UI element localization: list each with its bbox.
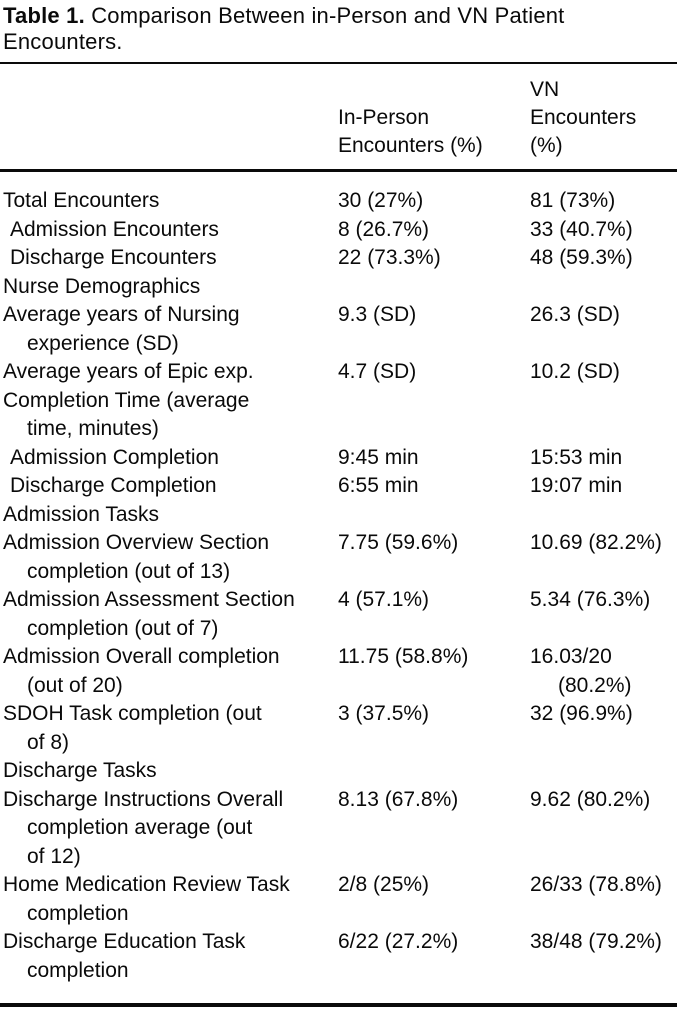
row-value-inperson: 8 (26.7%)	[338, 217, 430, 241]
row-value-inperson: 6/22 (27.2%)	[338, 930, 459, 953]
table-caption: Table 1. Comparison Between in-Person an…	[3, 3, 677, 55]
column-header-vn: VN Encounters (%)	[530, 63, 677, 172]
row-label: Average years of Epic exp.	[3, 360, 254, 383]
row-value-inperson: 7.75 (59.6%)	[338, 531, 459, 554]
row-value-vn: 32 (96.9%)	[530, 702, 633, 725]
table-row: Admission Assessment Section completion …	[0, 586, 677, 643]
row-label: Discharge Tasks	[3, 759, 157, 782]
row-value-inperson: 4.7 (SD)	[338, 360, 417, 383]
comparison-table: In-Person Encounters (%) VN Encounters (…	[0, 62, 677, 1007]
row-value-inperson: 9:45 min	[338, 445, 419, 469]
header-row: In-Person Encounters (%) VN Encounters (…	[0, 63, 677, 172]
table-row: Discharge Encounters 22 (73.3%) 48 (59.3%)	[0, 244, 677, 273]
row-label: Admission Completion	[10, 445, 219, 469]
row-value-vn: 10.2 (SD)	[530, 360, 620, 383]
row-value-inperson: 11.75 (58.8%)	[338, 645, 469, 668]
row-value-vn: 15:53 min	[530, 445, 623, 469]
row-value-vn: 5.34 (76.3%)	[530, 588, 651, 611]
row-value-inperson: 6:55 min	[338, 474, 419, 497]
table-row: Admission Overview Section completion (o…	[0, 529, 677, 586]
table-row: Admission Tasks	[0, 501, 677, 530]
row-value-inperson: 22 (73.3%)	[338, 246, 441, 269]
row-value-vn: 26.3 (SD)	[530, 303, 620, 326]
row-value-vn: 26/33 (78.8%)	[530, 873, 662, 896]
table-row: Average years of Nursing experience (SD)…	[0, 301, 677, 358]
row-value-vn	[530, 273, 677, 302]
row-label: Total Encounters	[3, 189, 160, 212]
table-number-label: Table 1.	[3, 3, 85, 28]
table-row: Admission Encounters 8 (26.7%) 33 (40.7%)	[0, 216, 677, 245]
row-value-inperson	[338, 501, 530, 530]
table-row: Discharge Instructions Overall completio…	[0, 786, 677, 872]
row-label: Discharge Completion	[10, 474, 217, 497]
table-row: SDOH Task completion (out of 8) 3 (37.5%)…	[0, 700, 677, 757]
table-row: Nurse Demographics	[0, 273, 677, 302]
row-label: Nurse Demographics	[3, 274, 201, 298]
row-value-inperson	[338, 387, 530, 444]
row-label: Admission Assessment Section completion …	[3, 588, 295, 640]
row-value-vn: 19:07 min	[530, 474, 623, 497]
row-label: Home Medication Review Task completion	[3, 873, 290, 925]
table-row: Completion Time (average time, minutes)	[0, 387, 677, 444]
row-value-vn	[530, 387, 677, 444]
row-label: Admission Overall completion (out of 20)	[3, 645, 280, 697]
table-caption-text: Comparison Between in-Person and VN Pati…	[3, 3, 565, 54]
row-value-inperson: 9.3 (SD)	[338, 303, 417, 326]
table-row: Discharge Education Task completion 6/22 …	[0, 928, 677, 1005]
row-value-vn: 10.69 (82.2%)	[530, 531, 662, 554]
row-label: Discharge Instructions Overall completio…	[3, 787, 284, 868]
row-value-vn	[530, 757, 677, 786]
table-row: Admission Overall completion (out of 20)…	[0, 643, 677, 700]
row-value-vn: 16.03/20 (80.2%)	[530, 645, 632, 697]
row-value-inperson: 8.13 (67.8%)	[338, 787, 459, 811]
row-value-inperson	[338, 757, 530, 786]
row-value-vn: 9.62 (80.2%)	[530, 787, 651, 811]
row-label: Completion Time (average time, minutes)	[3, 388, 250, 441]
row-value-inperson: 3 (37.5%)	[338, 702, 430, 725]
row-value-vn: 38/48 (79.2%)	[530, 930, 662, 953]
table-row: Discharge Completion 6:55 min 19:07 min	[0, 472, 677, 501]
row-label: Admission Overview Section completion (o…	[3, 531, 270, 583]
table-row: Admission Completion 9:45 min 15:53 min	[0, 444, 677, 473]
column-header-empty	[0, 63, 338, 172]
table-row: Discharge Tasks	[0, 757, 677, 786]
column-header-inperson: In-Person Encounters (%)	[338, 63, 530, 172]
row-label: Discharge Encounters	[10, 246, 217, 269]
table-row: Average years of Epic exp. 4.7 (SD) 10.2 (…	[0, 358, 677, 387]
row-value-vn	[530, 501, 677, 530]
row-label: Admission Tasks	[3, 502, 160, 526]
row-label: Admission Encounters	[10, 217, 219, 241]
row-label: Discharge Education Task completion	[3, 930, 246, 982]
table-row: Total Encounters 30 (27%) 81 (73%)	[0, 171, 677, 216]
row-value-inperson: 4 (57.1%)	[338, 588, 430, 611]
row-value-vn: 48 (59.3%)	[530, 246, 633, 269]
row-label: Average years of Nursing experience (SD)	[3, 303, 240, 355]
table-header: In-Person Encounters (%) VN Encounters (…	[0, 63, 677, 172]
row-value-vn: 33 (40.7%)	[530, 217, 633, 241]
table-body: Total Encounters 30 (27%) 81 (73%) Admissio…	[0, 171, 677, 1006]
row-value-inperson: 2/8 (25%)	[338, 873, 430, 896]
table-row: Home Medication Review Task completion 2/…	[0, 871, 677, 928]
row-label: SDOH Task completion (out of 8)	[3, 702, 262, 754]
row-value-inperson: 30 (27%)	[338, 189, 424, 212]
row-value-inperson	[338, 273, 530, 302]
row-value-vn: 81 (73%)	[530, 189, 616, 212]
